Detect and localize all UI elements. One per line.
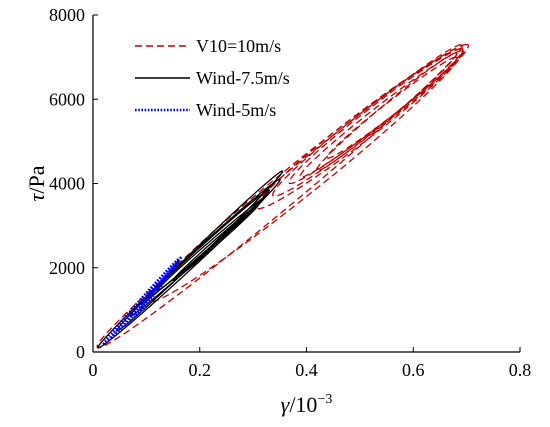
y-tick-label: 0 (76, 342, 85, 362)
y-tick-label: 2000 (49, 258, 85, 278)
series-0-loop-2 (299, 50, 464, 178)
series-0-loop-3 (315, 52, 458, 172)
series-2-loop-1 (123, 258, 180, 328)
legend-label-wind-7-5: Wind-7.5m/s (196, 68, 290, 88)
x-axis-title: γ/10−3 (281, 392, 333, 417)
y-tick-label: 6000 (49, 89, 85, 109)
series-0-loop-1 (288, 48, 464, 185)
legend-label-v10: V10=10m/s (196, 36, 281, 56)
legend-label-wind-5: Wind-5m/s (196, 100, 276, 120)
x-tick-label: 0.2 (189, 360, 212, 380)
x-tick-label: 0.4 (295, 360, 318, 380)
y-axis-symbol: τ (24, 193, 49, 202)
series-0-loop-4 (326, 56, 458, 159)
series-layer (96, 43, 470, 349)
y-tick-label: 8000 (49, 5, 85, 25)
series-1-loop-5 (97, 178, 281, 349)
y-axis-rest: /Pa (24, 165, 49, 193)
legend: V10=10m/s Wind-7.5m/s Wind-5m/s (135, 36, 290, 120)
plot-area (96, 43, 470, 349)
series-2-loop-3 (102, 258, 180, 345)
x-tick-label: 0 (89, 360, 98, 380)
series-1-loop-3 (172, 203, 260, 282)
y-tick-label: 4000 (49, 174, 85, 194)
x-axis-sup: −3 (317, 392, 332, 407)
y-axis-title: τ/Pa (24, 165, 49, 201)
x-axis-rest: /10 (289, 392, 317, 417)
x-tick-label: 0.6 (402, 360, 425, 380)
ticks-layer: 0 0.2 0.4 0.6 0.8 0 2000 4000 6000 8000 (49, 5, 531, 380)
x-tick-label: 0.8 (509, 360, 532, 380)
x-axis-symbol: γ (281, 392, 291, 417)
